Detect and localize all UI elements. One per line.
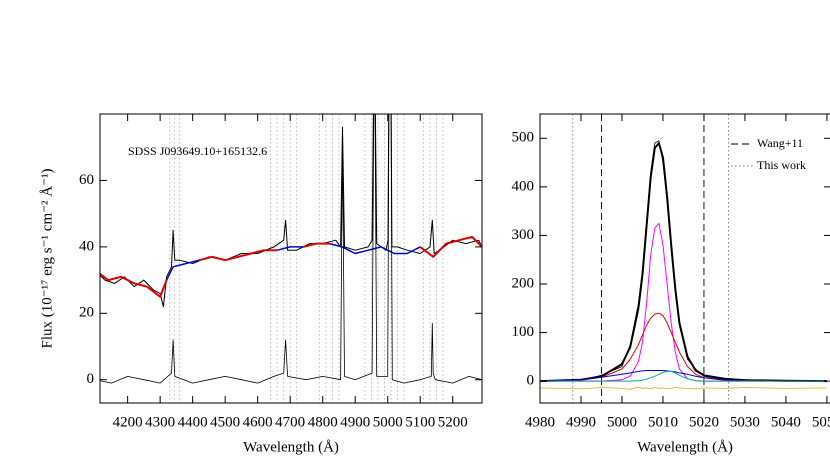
y-tick-label: 20 <box>79 305 94 321</box>
x-tick-label: 5000 <box>373 414 403 430</box>
spectrum-line <box>540 370 827 382</box>
spectrum-line <box>100 235 482 298</box>
x-tick-label: 4300 <box>145 414 175 430</box>
axes-frame <box>539 113 830 404</box>
spectrum-line <box>540 222 827 382</box>
x-tick-label: 5000 <box>607 414 637 430</box>
x-tick-label: 5100 <box>405 414 435 430</box>
x-tick-label: 5030 <box>730 414 760 430</box>
spectrum-line <box>540 386 827 390</box>
legend-label: This work <box>757 158 806 172</box>
x-tick-label: 4400 <box>178 414 208 430</box>
y-tick-label: 200 <box>512 275 535 291</box>
annotation: SDSS J093649.10+165132.6 <box>128 144 267 158</box>
spectrum-line <box>540 142 827 383</box>
spectrum-line <box>540 140 827 382</box>
legend-label: Wang+11 <box>757 136 803 150</box>
y-tick-label: 40 <box>79 238 94 254</box>
x-tick-label: 5020 <box>689 414 719 430</box>
x-tick-label: 4980 <box>525 414 555 430</box>
y-tick-label: 0 <box>87 371 95 387</box>
y-tick-label: 400 <box>512 178 535 194</box>
x-tick-label: 5010 <box>648 414 678 430</box>
x-tick-label: 4500 <box>210 414 240 430</box>
x-axis-label: Wavelength (Å) <box>637 439 733 455</box>
spectrum-line <box>165 242 421 281</box>
x-tick-label: 5050 <box>812 414 830 430</box>
x-tick-label: 4200 <box>113 414 143 430</box>
x-tick-label: 5200 <box>438 414 468 430</box>
x-tick-label: 4900 <box>340 414 370 430</box>
x-axis-label: Wavelength (Å) <box>243 439 339 455</box>
y-tick-label: 500 <box>512 130 535 146</box>
plot-area <box>100 114 482 403</box>
axes-frame <box>99 113 483 404</box>
y-tick-label: 60 <box>79 172 94 188</box>
x-tick-label: 4700 <box>275 414 305 430</box>
spectrum-line <box>100 114 482 384</box>
y-axis-label: Flux (10⁻¹⁷ erg s⁻¹ cm⁻² Å⁻¹) <box>39 168 55 348</box>
y-tick-label: 0 <box>527 373 535 389</box>
x-tick-label: 4990 <box>566 414 596 430</box>
x-tick-label: 4800 <box>308 414 338 430</box>
x-tick-label: 5040 <box>771 414 801 430</box>
y-tick-label: 100 <box>512 324 535 340</box>
spectrum-line <box>540 370 827 382</box>
spectrum-line <box>540 312 827 382</box>
plot-area <box>540 114 827 403</box>
x-tick-label: 4600 <box>243 414 273 430</box>
y-tick-label: 300 <box>512 227 535 243</box>
